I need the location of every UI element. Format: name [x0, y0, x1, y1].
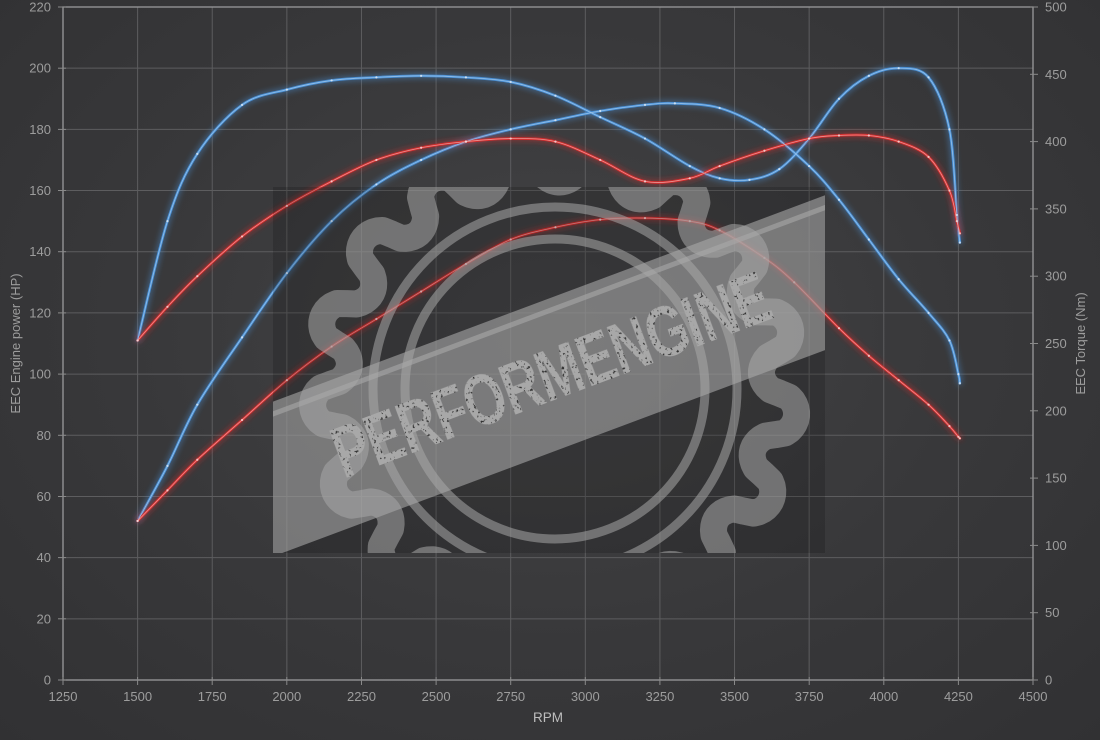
svg-text:2250: 2250 — [347, 689, 376, 704]
svg-text:3500: 3500 — [720, 689, 749, 704]
svg-text:4250: 4250 — [944, 689, 973, 704]
svg-text:350: 350 — [1045, 201, 1067, 216]
svg-text:40: 40 — [37, 550, 51, 565]
svg-text:100: 100 — [29, 367, 51, 382]
svg-text:3000: 3000 — [571, 689, 600, 704]
svg-text:3750: 3750 — [795, 689, 824, 704]
svg-text:500: 500 — [1045, 0, 1067, 15]
svg-text:20: 20 — [37, 611, 51, 626]
svg-text:120: 120 — [29, 305, 51, 320]
svg-text:200: 200 — [29, 61, 51, 76]
svg-text:200: 200 — [1045, 403, 1067, 418]
svg-text:140: 140 — [29, 244, 51, 259]
svg-text:300: 300 — [1045, 269, 1067, 284]
svg-text:EEC Torque (Nm): EEC Torque (Nm) — [1073, 292, 1088, 394]
svg-text:0: 0 — [1045, 673, 1052, 688]
svg-text:2000: 2000 — [272, 689, 301, 704]
svg-text:60: 60 — [37, 489, 51, 504]
svg-text:150: 150 — [1045, 471, 1067, 486]
svg-text:1750: 1750 — [198, 689, 227, 704]
svg-text:1250: 1250 — [49, 689, 78, 704]
svg-text:0: 0 — [44, 673, 51, 688]
svg-text:250: 250 — [1045, 336, 1067, 351]
svg-text:180: 180 — [29, 122, 51, 137]
svg-text:3250: 3250 — [645, 689, 674, 704]
svg-text:1500: 1500 — [123, 689, 152, 704]
svg-text:160: 160 — [29, 183, 51, 198]
svg-text:2750: 2750 — [496, 689, 525, 704]
svg-text:80: 80 — [37, 428, 51, 443]
svg-text:2500: 2500 — [422, 689, 451, 704]
svg-text:RPM: RPM — [533, 710, 563, 725]
svg-text:50: 50 — [1045, 605, 1059, 620]
svg-text:400: 400 — [1045, 134, 1067, 149]
svg-text:EEC Engine power (HP): EEC Engine power (HP) — [8, 273, 23, 413]
svg-text:100: 100 — [1045, 538, 1067, 553]
svg-text:450: 450 — [1045, 67, 1067, 82]
svg-text:4000: 4000 — [869, 689, 898, 704]
svg-text:4500: 4500 — [1019, 689, 1048, 704]
svg-text:220: 220 — [29, 0, 51, 15]
